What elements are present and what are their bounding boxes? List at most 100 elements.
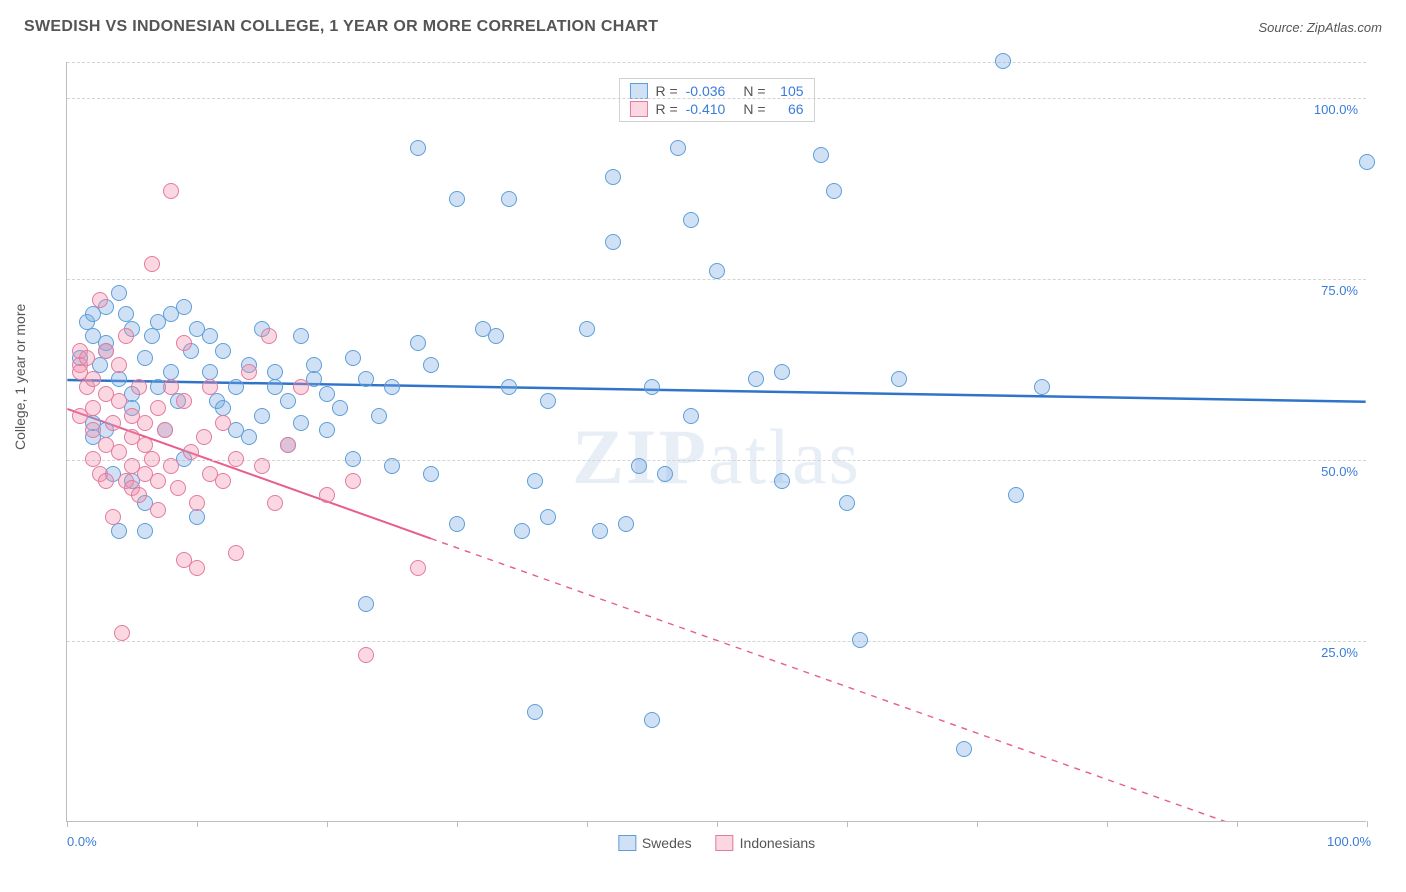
data-point [540,509,556,525]
data-point [592,523,608,539]
data-point [540,393,556,409]
data-point [111,523,127,539]
legend-n-label: N = [743,101,765,117]
data-point [228,451,244,467]
data-point [105,509,121,525]
data-point [254,408,270,424]
data-point [358,647,374,663]
data-point [683,408,699,424]
data-point [92,292,108,308]
data-point [410,560,426,576]
data-point [306,357,322,373]
data-point [144,451,160,467]
data-point [85,400,101,416]
source-credit: Source: ZipAtlas.com [1258,20,1382,35]
data-point [410,335,426,351]
data-point [131,379,147,395]
data-point [618,516,634,532]
data-point [157,422,173,438]
gridline [67,62,1366,63]
data-point [345,350,361,366]
data-point [644,712,660,728]
legend-r-value: -0.036 [686,83,726,99]
data-point [826,183,842,199]
data-point [293,415,309,431]
legend-r-label: R = [655,83,677,99]
watermark: ZIPatlas [572,412,861,502]
data-point [254,458,270,474]
data-point [1359,154,1375,170]
data-point [280,393,296,409]
data-point [79,350,95,366]
data-point [118,328,134,344]
data-point [995,53,1011,69]
data-point [345,451,361,467]
data-point [150,400,166,416]
data-point [150,473,166,489]
series-name: Indonesians [740,835,816,851]
y-tick-label: 50.0% [1321,464,1358,479]
data-point [527,473,543,489]
data-point [144,328,160,344]
data-point [449,516,465,532]
data-point [683,212,699,228]
series-legend-item: Swedes [618,835,692,851]
data-point [423,466,439,482]
data-point [85,371,101,387]
data-point [241,429,257,445]
data-point [605,169,621,185]
gridline [67,279,1366,280]
data-point [280,437,296,453]
data-point [319,487,335,503]
data-point [176,335,192,351]
data-point [176,299,192,315]
x-tick [457,821,458,827]
data-point [488,328,504,344]
data-point [852,632,868,648]
chart-title: SWEDISH VS INDONESIAN COLLEGE, 1 YEAR OR… [24,18,658,36]
legend-swatch [618,835,636,851]
data-point [189,560,205,576]
data-point [196,429,212,445]
x-tick [847,821,848,827]
data-point [410,140,426,156]
data-point [423,357,439,373]
x-tick [717,821,718,827]
data-point [183,444,199,460]
data-point [111,285,127,301]
data-point [501,191,517,207]
data-point [670,140,686,156]
data-point [137,350,153,366]
data-point [131,487,147,503]
data-point [579,321,595,337]
data-point [384,379,400,395]
data-point [631,458,647,474]
data-point [501,379,517,395]
scatter-chart: College, 1 year or more ZIPatlas R =-0.0… [36,50,1386,820]
data-point [358,371,374,387]
legend-n-value: 66 [774,101,804,117]
legend-r-label: R = [655,101,677,117]
y-axis-title: College, 1 year or more [12,304,28,450]
data-point [891,371,907,387]
data-point [774,473,790,489]
plot-area: ZIPatlas R =-0.036N =105R =-0.410N =66 S… [66,62,1366,822]
source-prefix: Source: [1258,20,1306,35]
data-point [514,523,530,539]
data-point [449,191,465,207]
source-link[interactable]: ZipAtlas.com [1307,20,1382,35]
data-point [189,509,205,525]
data-point [813,147,829,163]
data-point [202,328,218,344]
series-legend: Swedes Indonesians [618,835,815,851]
data-point [241,364,257,380]
data-point [293,328,309,344]
data-point [261,328,277,344]
data-point [371,408,387,424]
legend-n-value: 105 [774,83,804,99]
data-point [189,495,205,511]
legend-swatch [629,83,647,99]
data-point [709,263,725,279]
data-point [98,473,114,489]
data-point [215,473,231,489]
